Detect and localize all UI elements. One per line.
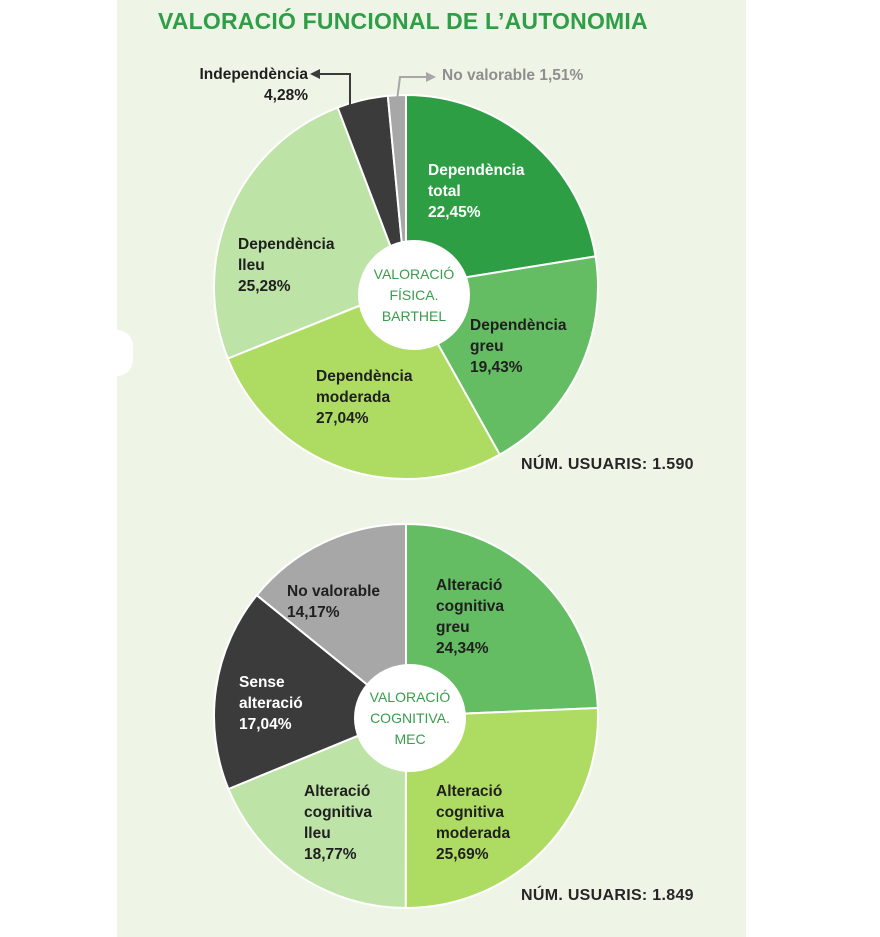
center-label-barthel: VALORACIÓ FÍSICA. BARTHEL <box>358 240 470 350</box>
slice-label-independencia: Independència 4,28% <box>199 66 308 104</box>
pie-slice-alteracio-cognitiva-moderada <box>404 706 599 910</box>
slice-label-alteracio-lleu: Alteració cognitiva lleu 18,77% <box>304 783 373 863</box>
slice-label-alteracio-moderada: Alteració cognitiva moderada 25,69% <box>436 783 511 863</box>
center-label-mec: VALORACIÓ COGNITIVA. MEC <box>354 664 466 772</box>
users-count-mec: NÚM. USUARIS: 1.849 <box>521 887 694 904</box>
independencia-arrow-icon <box>310 69 320 79</box>
pie-slice-no-valorable <box>255 522 407 719</box>
page-title: VALORACIÓ FUNCIONAL DE L’AUTONOMIA <box>158 8 648 34</box>
slice-label-dependencia-greu: Dependència greu 19,43% <box>470 317 567 376</box>
slice-label-no-valorable-barthel: No valorable 1,51% <box>442 67 584 84</box>
leader-arrows <box>310 69 436 109</box>
panel-notch <box>117 330 133 376</box>
no-valorable-arrow-icon <box>426 72 436 82</box>
no-valorable-leader <box>395 76 428 109</box>
pie-slice-alteracio-cognitiva-lleu <box>227 714 408 910</box>
slice-label-alteracio-greu: Alteració cognitiva greu 24,34% <box>436 577 505 657</box>
slice-label-dependencia-lleu: Dependència lleu 25,28% <box>238 236 335 295</box>
pie-mec <box>213 522 599 910</box>
pie-slice-alteracio-cognitiva-greu <box>405 522 599 718</box>
slice-label-sense-alteracio: Sense alteració 17,04% <box>239 674 303 733</box>
slice-label-dependencia-moderada: Dependència moderada 27,04% <box>316 368 413 427</box>
slice-label-no-valorable-mec: No valorable 14,17% <box>287 583 381 621</box>
pie-slice-sense-alteracio <box>213 593 408 791</box>
slice-label-dependencia-total: Dependència total 22,45% <box>428 162 525 221</box>
pie-slice-dependencia-total <box>405 93 597 289</box>
users-count-barthel: NÚM. USUARIS: 1.590 <box>521 456 694 473</box>
independencia-leader <box>318 73 351 108</box>
